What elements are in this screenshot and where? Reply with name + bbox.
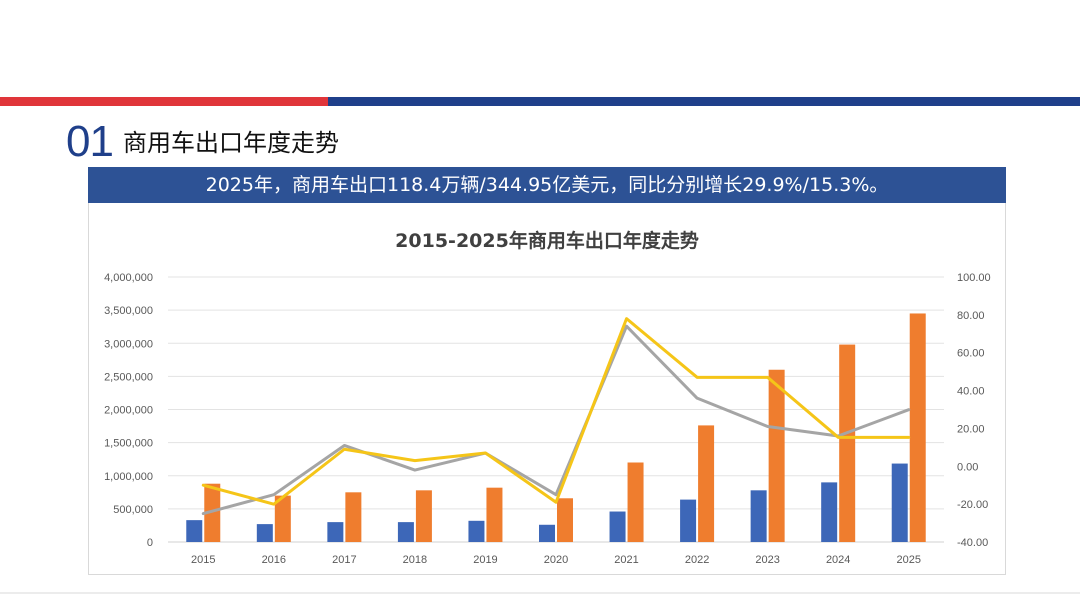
bar-volume xyxy=(539,524,555,542)
bar-value xyxy=(627,462,644,542)
y2-axis-tick-label: 80.00 xyxy=(957,310,985,322)
chart-title: 2015-2025年商用车出口年度走势 xyxy=(395,229,699,252)
x-axis-tick-label: 2015 xyxy=(191,554,215,566)
x-axis-tick-label: 2018 xyxy=(403,554,427,566)
bar-volume xyxy=(468,520,485,542)
x-axis-tick-label: 2016 xyxy=(262,554,286,566)
y-axis-tick-label: 1,500,000 xyxy=(104,438,153,450)
y2-axis-tick-label: -20.00 xyxy=(957,499,988,511)
bar-volume xyxy=(680,499,697,542)
x-axis-tick-label: 2019 xyxy=(473,554,497,566)
y2-axis-tick-label: -40.00 xyxy=(957,537,988,549)
x-axis-tick-label: 2023 xyxy=(755,554,779,566)
y2-axis-tick-label: 40.00 xyxy=(957,386,985,398)
red-accent-stripe xyxy=(0,97,328,106)
bar-value xyxy=(486,487,503,542)
bar-value xyxy=(768,369,785,542)
y-axis-tick-label: 0 xyxy=(147,537,153,549)
growth-line-value xyxy=(201,317,911,506)
bar-volume xyxy=(891,463,908,542)
y-axis-tick-label: 3,500,000 xyxy=(104,305,153,317)
y-axis-tick-label: 500,000 xyxy=(113,504,153,516)
bar-volume xyxy=(186,520,203,542)
growth-line-volume xyxy=(201,324,911,516)
y-axis-tick-label: 3,000,000 xyxy=(104,338,153,350)
bar-volume xyxy=(327,522,344,542)
y2-axis-tick-label: 20.00 xyxy=(957,423,985,435)
bar-value xyxy=(557,498,573,542)
x-axis-tick-label: 2021 xyxy=(614,554,638,566)
bar-volume xyxy=(397,522,414,542)
bar-value xyxy=(204,483,221,542)
bar-volume xyxy=(750,490,767,542)
x-axis-tick-label: 2020 xyxy=(544,554,568,566)
bar-value xyxy=(274,495,291,542)
x-axis-tick-label: 2017 xyxy=(332,554,356,566)
bar-volume xyxy=(609,511,626,542)
page-footer-line xyxy=(0,592,1080,594)
bar-value xyxy=(839,344,856,542)
bar-value xyxy=(415,490,432,542)
bar-value xyxy=(345,492,362,542)
bar-value xyxy=(698,425,715,542)
y2-axis-tick-label: 100.00 xyxy=(957,272,991,284)
bar-value xyxy=(909,313,926,542)
summary-banner: 2025年，商用车出口118.4万辆/344.95亿美元，同比分别增长29.9%… xyxy=(88,167,1006,203)
blue-accent-stripe xyxy=(328,97,1080,106)
y-axis-tick-label: 1,000,000 xyxy=(104,471,153,483)
section-number: 01 xyxy=(66,117,114,166)
y2-axis-tick-label: 60.00 xyxy=(957,348,985,360)
x-axis-tick-label: 2025 xyxy=(896,554,920,566)
bar-volume xyxy=(821,482,838,542)
y-axis-tick-label: 4,000,000 xyxy=(104,272,153,284)
x-axis-tick-label: 2022 xyxy=(685,554,709,566)
y-axis-tick-label: 2,000,000 xyxy=(104,405,153,417)
y2-axis-tick-label: 0.00 xyxy=(957,461,978,473)
x-axis-tick-label: 2024 xyxy=(826,554,850,566)
section-title: 商用车出口年度走势 xyxy=(123,129,339,157)
bar-volume xyxy=(256,524,273,542)
y-axis-tick-label: 2,500,000 xyxy=(104,371,153,383)
